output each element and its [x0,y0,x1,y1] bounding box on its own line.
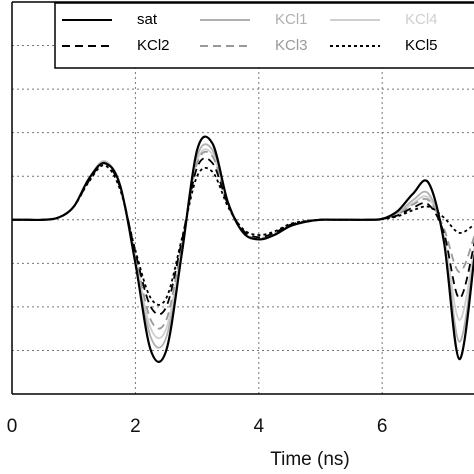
legend-label: KCl5 [405,37,438,54]
x-axis-label: Time (ns) [270,449,350,470]
x-tick-label: 4 [254,416,265,437]
legend-label: sat [137,11,158,28]
series-line [12,164,474,306]
legend-label: KCl3 [275,37,308,54]
legend-label: KCl2 [137,37,170,54]
series-line [12,143,474,349]
x-tick-label: 2 [130,416,141,437]
x-tick-label: 0 [7,416,18,437]
series-line [12,157,474,316]
legend-label: KCl1 [275,11,308,28]
x-tick-label: 6 [377,416,388,437]
series-line [12,148,474,340]
legend-label: KCl4 [405,11,438,28]
legend-box [54,2,474,69]
series-line [12,135,474,363]
series-line [12,150,474,330]
